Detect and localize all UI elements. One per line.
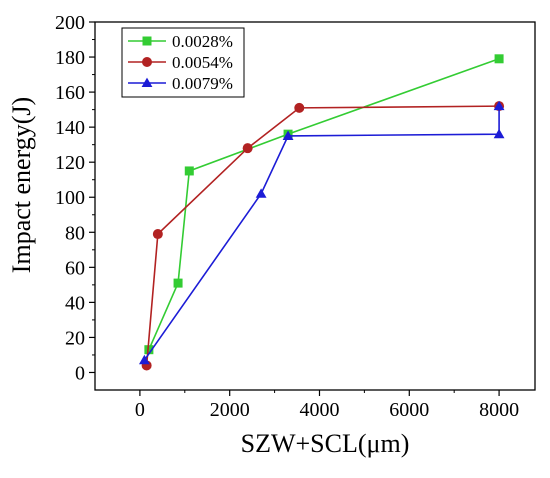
series-square: [144, 54, 504, 355]
data-point: [294, 102, 305, 113]
data-point: [242, 143, 253, 154]
series-layer: [138, 54, 505, 371]
x-tick-label: 8000: [479, 399, 519, 421]
series-triangle: [138, 100, 505, 365]
y-tick-label: 200: [55, 12, 85, 34]
data-point: [173, 278, 183, 288]
x-tick-label: 2000: [210, 399, 250, 421]
legend-label: 0.0028%: [172, 32, 233, 51]
legend: 0.0028% 0.0054% 0.0079%: [121, 27, 245, 98]
plot-area-border: [94, 21, 536, 391]
y-tick-label: 40: [65, 292, 85, 314]
x-tick-label: 6000: [389, 399, 429, 421]
data-point: [494, 54, 504, 64]
data-point: [144, 345, 154, 355]
axis-ticks: 0 2000 4000 6000 8000 0 20 40 60 80 100 120 140 160 18…: [55, 12, 519, 421]
y-tick-label: 60: [65, 257, 85, 279]
data-point: [184, 166, 194, 176]
data-point: [493, 100, 505, 111]
data-point: [282, 130, 294, 140]
x-axis-label: SZW+SCL(μm): [241, 429, 410, 458]
x-tick-label: 0: [135, 399, 145, 421]
legend-item: 0.0028%: [128, 32, 233, 51]
y-tick-label: 140: [55, 117, 85, 139]
legend-marker: [142, 57, 152, 67]
legend-marker: [141, 77, 153, 88]
legend-marker: [142, 36, 152, 46]
y-tick-label: 160: [55, 82, 85, 104]
y-tick-label: 0: [75, 362, 85, 384]
series-line: [148, 58, 500, 351]
data-point: [152, 229, 163, 240]
data-point: [493, 128, 505, 139]
y-tick-label: 180: [55, 47, 85, 69]
x-tick-label: 4000: [299, 399, 339, 421]
plot-frame: [94, 21, 536, 391]
y-axis-label: Impact energy(J): [7, 97, 36, 273]
legend-label: 0.0054%: [172, 53, 233, 72]
y-tick-label: 100: [55, 187, 85, 209]
y-tick-label: 120: [55, 152, 85, 174]
y-tick-label: 80: [65, 222, 85, 244]
series-circle: [141, 101, 505, 371]
data-point: [138, 354, 150, 365]
legend-label: 0.0079%: [172, 74, 233, 93]
data-point: [255, 188, 267, 198]
legend-item: 0.0054%: [128, 53, 233, 72]
series-line: [143, 106, 500, 361]
y-tick-label: 20: [65, 327, 85, 349]
legend-item: 0.0079%: [128, 74, 233, 93]
series-line: [145, 105, 500, 366]
